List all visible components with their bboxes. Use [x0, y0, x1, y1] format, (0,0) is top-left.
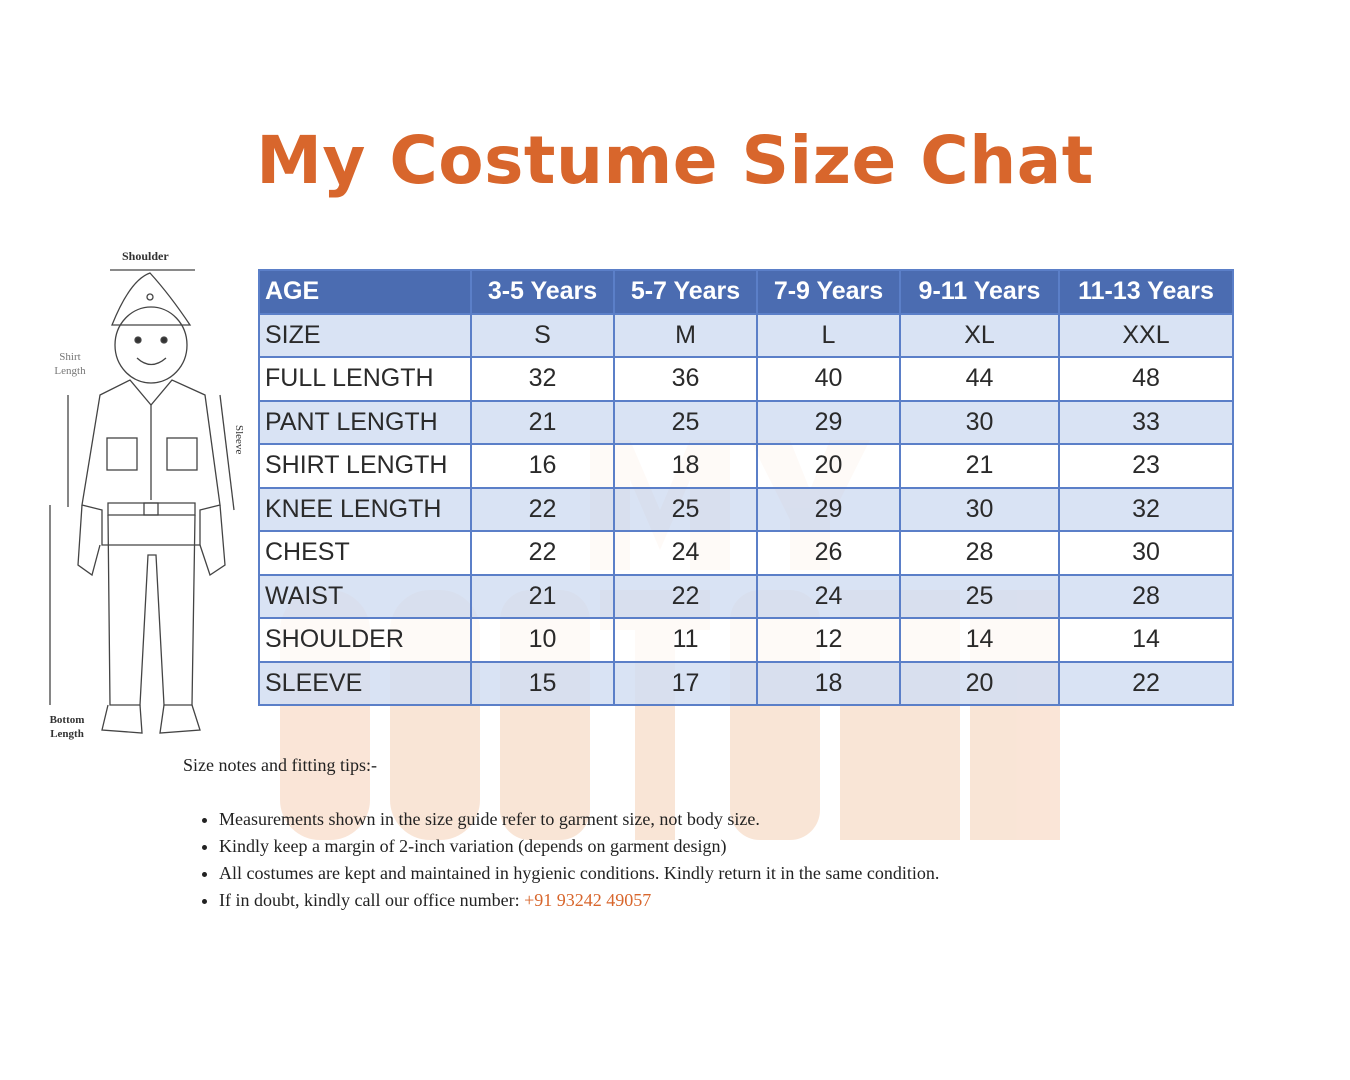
- note-item: Kindly keep a margin of 2-inch variation…: [219, 833, 1283, 860]
- table-cell: 17: [613, 660, 758, 706]
- row-label: CHEST: [258, 530, 472, 576]
- row-label: KNEE LENGTH: [258, 486, 472, 532]
- table-cell: 15: [470, 660, 615, 706]
- table-cell: 24: [613, 530, 758, 576]
- table-cell: 22: [470, 530, 615, 576]
- table-cell: 29: [756, 486, 901, 532]
- note-item-contact: If in doubt, kindly call our office numb…: [219, 887, 1283, 914]
- header-cell: 3-5 Years: [470, 269, 615, 315]
- sleeve-label: Sleeve: [233, 425, 245, 455]
- row-label: FULL LENGTH: [258, 356, 472, 402]
- table-row: SIZE S M L XL XXL: [258, 312, 1234, 358]
- table-cell: 18: [613, 443, 758, 489]
- table-cell: 29: [756, 399, 901, 445]
- row-label: SLEEVE: [258, 660, 472, 706]
- table-cell: 11: [613, 617, 758, 663]
- head: [114, 306, 188, 384]
- size-notes: Size notes and fitting tips:- Measuremen…: [183, 755, 1283, 914]
- row-label: SHOULDER: [258, 617, 472, 663]
- trousers: [107, 514, 196, 706]
- table-cell: 32: [470, 356, 615, 402]
- table-cell: 21: [470, 399, 615, 445]
- table-cell: 30: [899, 399, 1060, 445]
- table-cell: 44: [899, 356, 1060, 402]
- table-cell: 25: [899, 573, 1060, 619]
- header-cell-age: AGE: [258, 269, 472, 315]
- table-cell: 10: [470, 617, 615, 663]
- table-cell: 22: [1058, 660, 1234, 706]
- table-row: CHEST 22 24 26 28 30: [258, 530, 1234, 576]
- table-cell: 48: [1058, 356, 1234, 402]
- table-cell: 32: [1058, 486, 1234, 532]
- size-chart-table: AGE 3-5 Years 5-7 Years 7-9 Years 9-11 Y…: [258, 269, 1234, 706]
- notes-heading: Size notes and fitting tips:-: [183, 755, 377, 775]
- header-cell: 11-13 Years: [1058, 269, 1234, 315]
- table-cell: 22: [613, 573, 758, 619]
- row-label: SIZE: [258, 312, 472, 358]
- table-row: SHIRT LENGTH 16 18 20 21 23: [258, 443, 1234, 489]
- row-label: SHIRT LENGTH: [258, 443, 472, 489]
- table-row: SLEEVE 15 17 18 20 22: [258, 660, 1234, 706]
- table-cell: L: [756, 312, 901, 358]
- note-item: All costumes are kept and maintained in …: [219, 860, 1283, 887]
- table-row: SHOULDER 10 11 12 14 14: [258, 617, 1234, 663]
- table-cell: 21: [470, 573, 615, 619]
- shoulder-label: Shoulder: [122, 249, 169, 263]
- table-cell: 20: [899, 660, 1060, 706]
- table-row: FULL LENGTH 32 36 40 44 48: [258, 356, 1234, 402]
- table-row: WAIST 21 22 24 25 28: [258, 573, 1234, 619]
- shirt: [81, 379, 221, 546]
- table-row: PANT LENGTH 21 25 29 30 33: [258, 399, 1234, 445]
- table-cell: M: [613, 312, 758, 358]
- table-cell: 30: [1058, 530, 1234, 576]
- header-cell: 7-9 Years: [756, 269, 901, 315]
- belt: [107, 502, 196, 516]
- header-cell: 9-11 Years: [899, 269, 1060, 315]
- table-cell: 12: [756, 617, 901, 663]
- table-cell: 24: [756, 573, 901, 619]
- row-label: WAIST: [258, 573, 472, 619]
- phone-number[interactable]: +91 93242 49057: [524, 890, 652, 910]
- header-cell: 5-7 Years: [613, 269, 758, 315]
- page-title: My Costume Size Chat: [256, 122, 1094, 199]
- table-cell: 20: [756, 443, 901, 489]
- table-cell: 26: [756, 530, 901, 576]
- table-cell: 14: [1058, 617, 1234, 663]
- table-cell: 30: [899, 486, 1060, 532]
- table-cell: 14: [899, 617, 1060, 663]
- table-cell: 36: [613, 356, 758, 402]
- table-cell: 33: [1058, 399, 1234, 445]
- table-cell: 21: [899, 443, 1060, 489]
- note-item: Measurements shown in the size guide ref…: [219, 806, 1283, 833]
- table-cell: XL: [899, 312, 1060, 358]
- table-cell: 25: [613, 486, 758, 532]
- table-cell: 16: [470, 443, 615, 489]
- table-cell: 25: [613, 399, 758, 445]
- table-cell: S: [470, 312, 615, 358]
- table-cell: 23: [1058, 443, 1234, 489]
- bottom-length-label: Bottom Length: [49, 714, 85, 740]
- boy-uniform-illustration: [49, 269, 235, 734]
- table-cell: 22: [470, 486, 615, 532]
- table-header-row: AGE 3-5 Years 5-7 Years 7-9 Years 9-11 Y…: [258, 269, 1234, 315]
- table-cell: 40: [756, 356, 901, 402]
- table-row: KNEE LENGTH 22 25 29 30 32: [258, 486, 1234, 532]
- table-cell: 18: [756, 660, 901, 706]
- cap: [111, 272, 192, 326]
- table-cell: 28: [899, 530, 1060, 576]
- table-cell: 28: [1058, 573, 1234, 619]
- notes-list: Measurements shown in the size guide ref…: [183, 806, 1283, 914]
- table-cell: XXL: [1058, 312, 1234, 358]
- contact-text: If in doubt, kindly call our office numb…: [219, 890, 520, 910]
- row-label: PANT LENGTH: [258, 399, 472, 445]
- shirt-length-label: Shirt Length: [54, 351, 86, 377]
